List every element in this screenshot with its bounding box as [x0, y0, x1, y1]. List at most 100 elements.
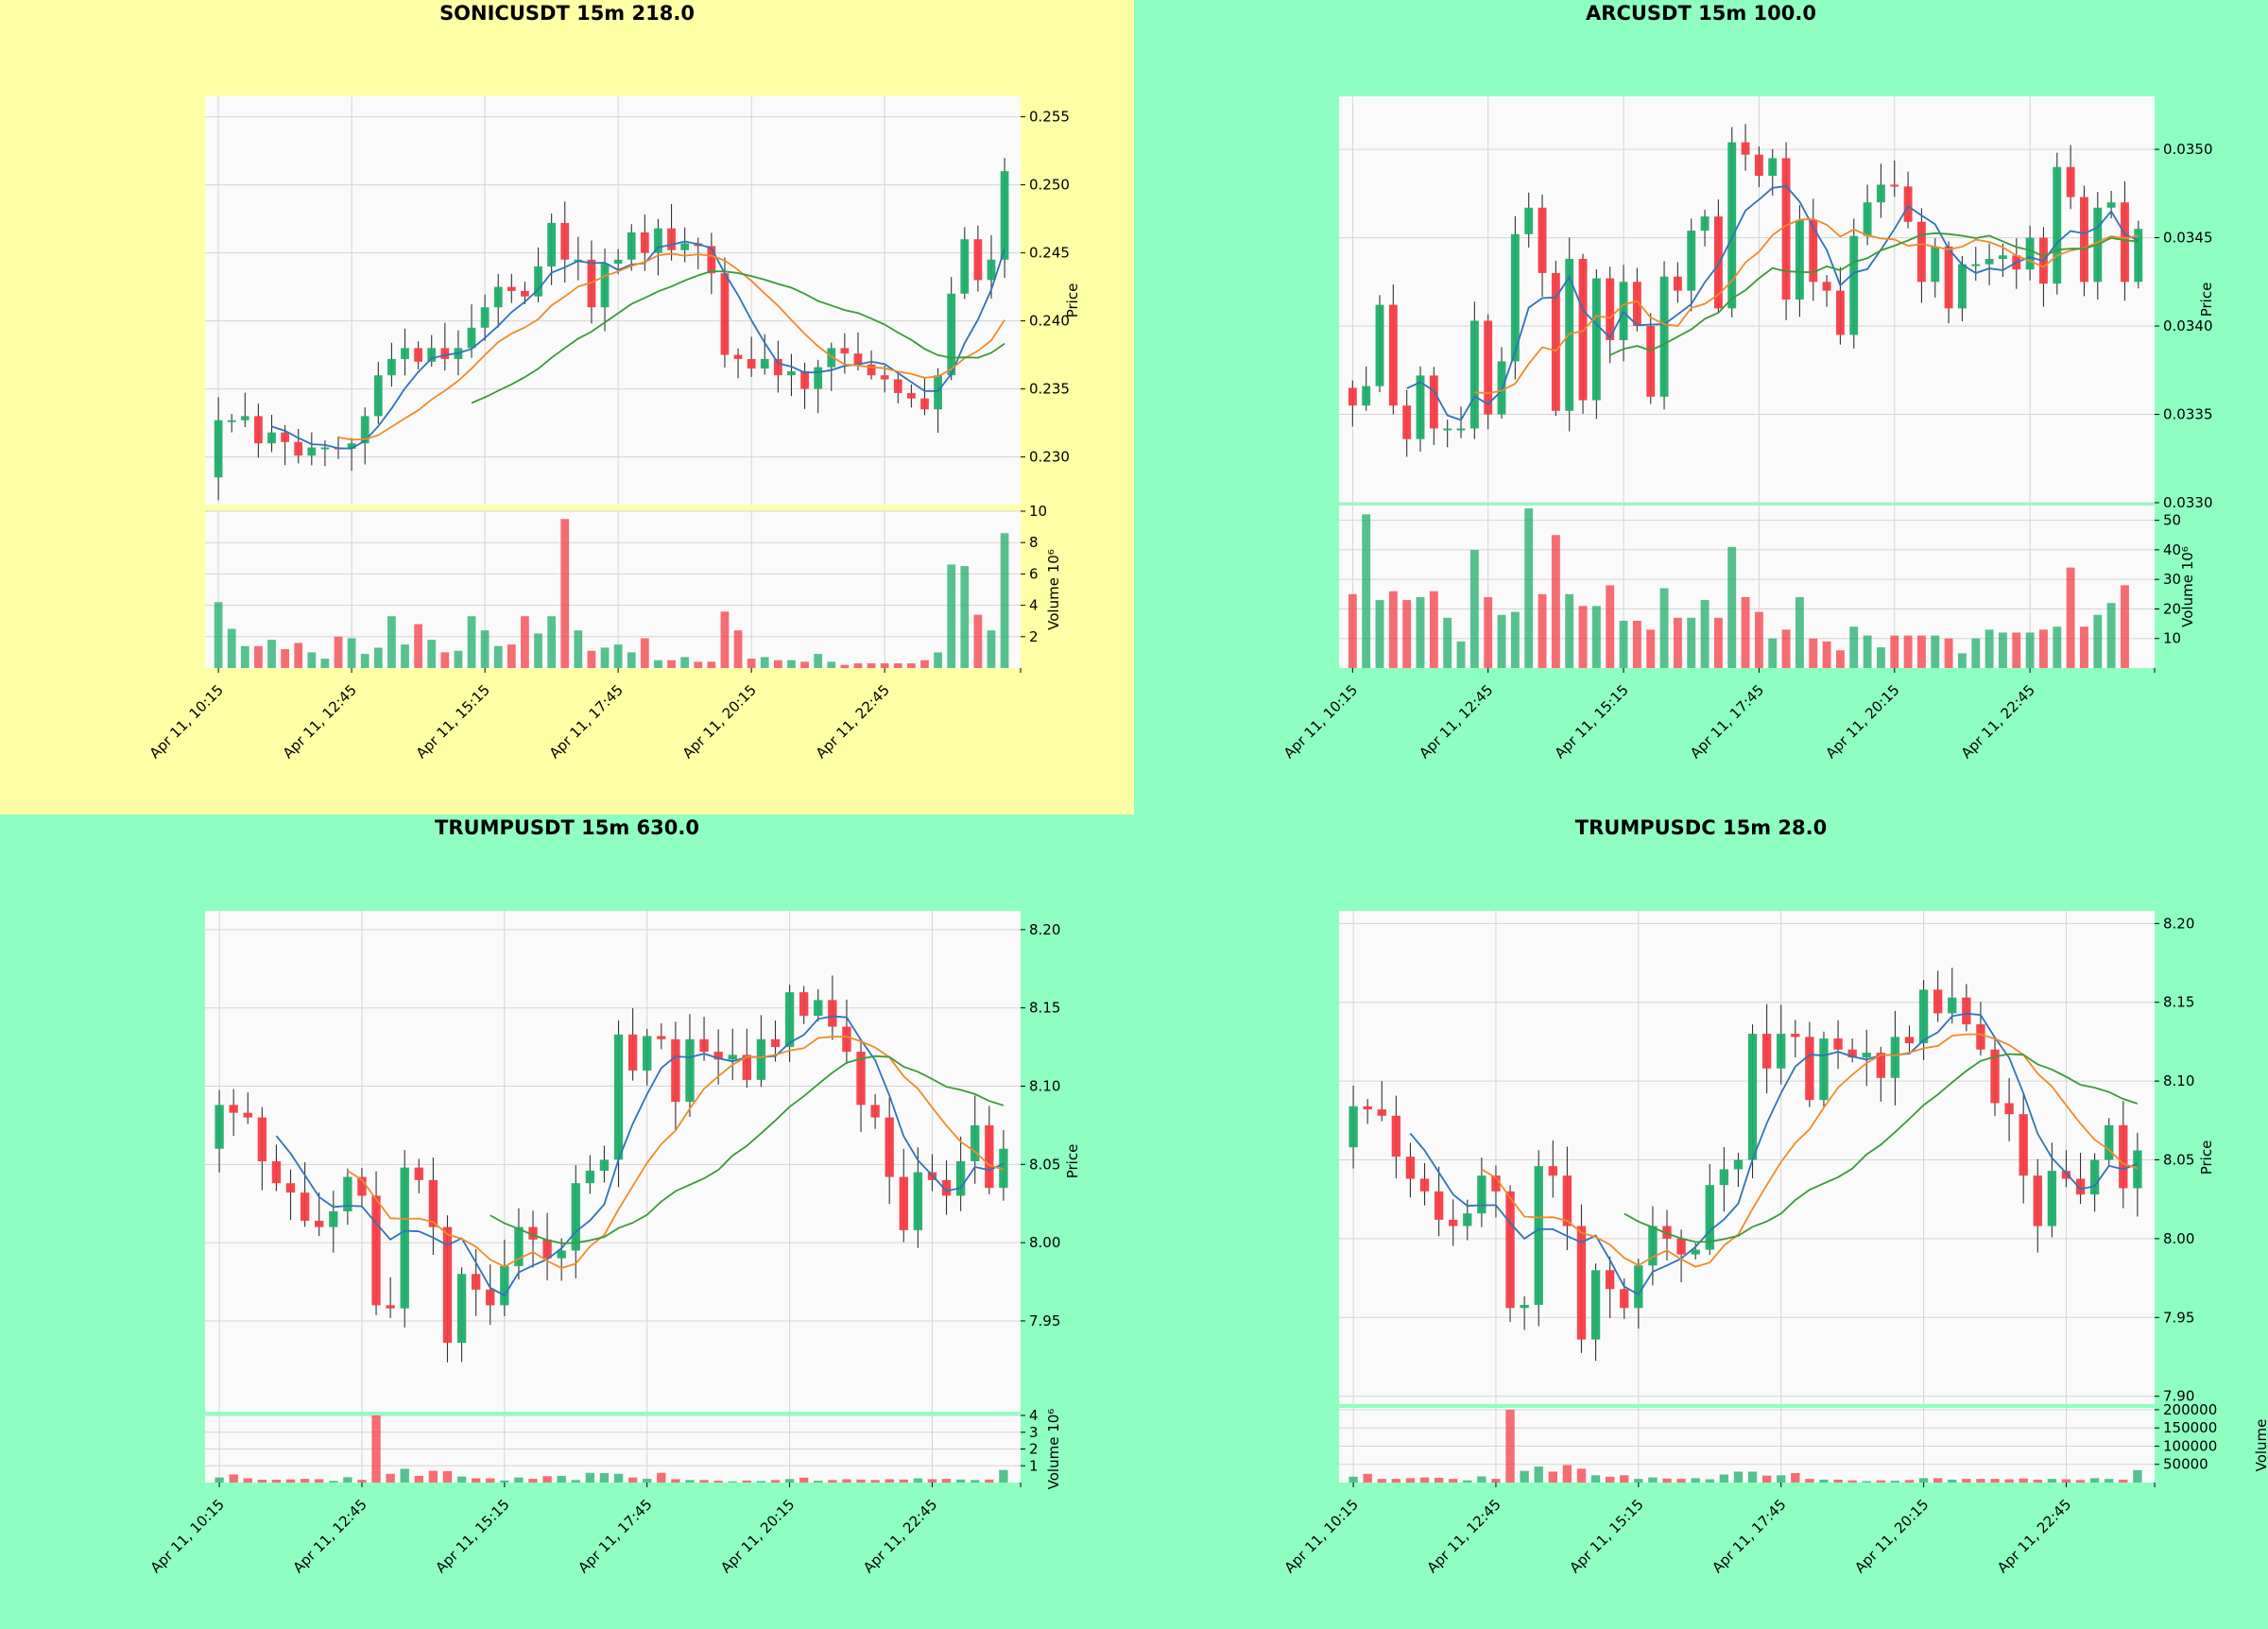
candle-body	[227, 420, 236, 422]
volume-bar	[1761, 1475, 1772, 1483]
x-tick-label: Apr 11, 20:15	[717, 1496, 798, 1576]
volume-bar	[442, 1470, 453, 1483]
volume-bar	[853, 663, 863, 668]
volume-bar	[2004, 1479, 2014, 1483]
candle-body	[440, 348, 450, 359]
candle-body	[427, 348, 437, 362]
price-tick-label: 0.0340	[2163, 317, 2213, 334]
volume-bar	[2106, 603, 2116, 668]
volume-bar	[742, 1480, 751, 1483]
candle-body	[1591, 278, 1601, 401]
volume-bar	[1916, 635, 1926, 668]
candle-body	[285, 1183, 296, 1193]
volume-bar	[1673, 617, 1682, 668]
volume-bar	[971, 1480, 980, 1483]
candle-body	[2019, 1114, 2028, 1176]
volume-bar	[827, 661, 836, 668]
volume-bar	[699, 1480, 709, 1483]
chart-panel-sonicusdt: SONICUSDT 15m 218.0 0.230 0.235 0.240 0.245…	[0, 0, 1134, 814]
volume-bar	[1429, 591, 1438, 668]
volume-bar	[1443, 617, 1452, 668]
x-tick-label: Apr 11, 22:45	[813, 681, 893, 762]
chart-title: ARCUSDT 15m 100.0	[1586, 2, 1816, 25]
candle-body	[2133, 1150, 2142, 1189]
candle-body	[899, 1176, 908, 1230]
candle-body	[281, 432, 289, 442]
candle-body	[1768, 158, 1778, 177]
candle-body	[2134, 229, 2143, 283]
candle-body	[814, 367, 823, 389]
x-tick-label: Apr 11, 22:45	[1958, 681, 2038, 762]
candle-body	[1456, 428, 1466, 431]
candle-body	[941, 1179, 952, 1196]
volume-bar	[343, 1477, 352, 1483]
candle-body	[657, 1036, 666, 1039]
candle-body	[271, 1161, 282, 1184]
volume-bar	[756, 1481, 766, 1483]
candle-body	[985, 1124, 994, 1189]
volume-bar	[828, 1480, 837, 1483]
volume-bar	[1795, 596, 1804, 668]
volume-bar	[842, 1479, 851, 1483]
candle-body	[1429, 375, 1438, 429]
volume-bar	[2019, 1478, 2028, 1483]
chart-panel-trumpusdt: TRUMPUSDT 15m 630.0 7.95 8.00 8.05 8.10 8.15…	[0, 814, 1134, 1629]
volume-bar	[229, 1474, 238, 1483]
candle-body	[2089, 1159, 2100, 1195]
candle-body	[493, 286, 503, 308]
volume-bar	[2053, 626, 2062, 668]
volume-bar	[1862, 1481, 1871, 1483]
moving-average-line	[1406, 185, 2139, 421]
volume-bar	[2075, 1480, 2086, 1483]
volume-bar	[627, 652, 636, 668]
volume-bar	[893, 663, 902, 668]
volume-bar	[613, 1473, 624, 1483]
volume-bar	[720, 611, 730, 668]
x-tick-label: Apr 11, 15:15	[413, 681, 493, 762]
candle-body	[880, 375, 889, 380]
volume-tick-label: 150000	[2163, 1419, 2217, 1436]
volume-bar	[667, 660, 676, 668]
volume-bar	[1434, 1477, 1444, 1483]
candle-body	[400, 1167, 409, 1309]
moving-average-line	[1624, 1053, 2139, 1243]
volume-axis-label: Volume 10⁶	[1045, 549, 1062, 630]
x-tick-label: Apr 11, 17:45	[1709, 1496, 1789, 1576]
candle-body	[600, 264, 610, 308]
volume-tick-label: 50	[2163, 512, 2181, 529]
candle-body	[1933, 989, 1943, 1014]
volume-bar	[227, 628, 236, 668]
volume-bar	[799, 1477, 809, 1483]
volume-bar	[521, 616, 529, 668]
volume-bar	[1662, 1478, 1672, 1483]
candle-body	[1733, 1159, 1744, 1170]
volume-bar	[285, 1479, 296, 1483]
candle-body	[1388, 304, 1398, 406]
volume-bar	[2066, 567, 2075, 668]
volume-tick-label: 4	[1029, 1407, 1039, 1424]
candle-body	[467, 327, 476, 349]
candle-body	[1524, 207, 1534, 234]
volume-bar	[1876, 1480, 1885, 1483]
volume-tick-label: 40	[2163, 541, 2181, 558]
candle-body	[2066, 166, 2075, 197]
price-tick-label: 8.05	[2163, 1152, 2194, 1169]
volume-bar	[427, 640, 437, 668]
candle-body	[2106, 202, 2116, 208]
candle-body	[1971, 264, 1981, 266]
candle-body	[640, 232, 649, 253]
volume-bar	[2061, 1479, 2071, 1483]
candle-body	[428, 1179, 438, 1227]
price-tick-label: 0.0330	[2163, 494, 2213, 511]
candle-body	[1534, 1166, 1543, 1305]
volume-bar	[486, 1478, 495, 1483]
volume-bar	[973, 614, 983, 668]
candle-body	[1862, 1053, 1871, 1058]
volume-bar	[440, 652, 450, 668]
x-tick-label: Apr 11, 10:15	[1280, 681, 1361, 762]
volume-bar	[694, 661, 703, 668]
candle-body	[1777, 1034, 1786, 1069]
volume-bar	[357, 1480, 367, 1483]
volume-tick-label: 6	[1029, 565, 1039, 582]
price-tick-label: 0.240	[1029, 313, 1070, 330]
